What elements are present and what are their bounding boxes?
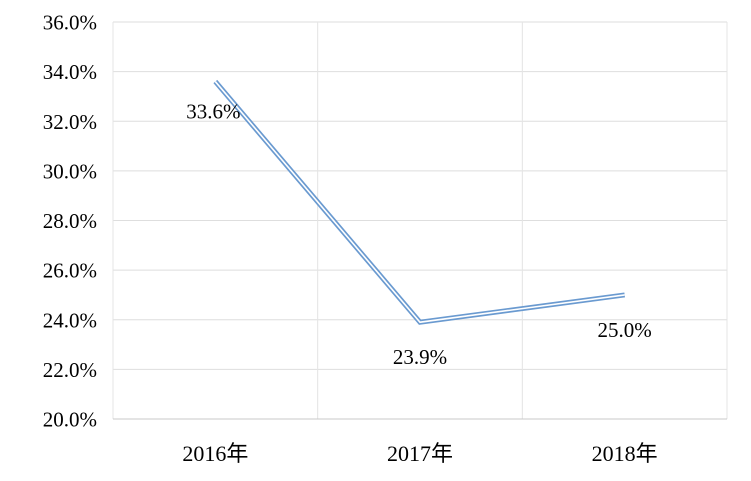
gridlines: [113, 21, 728, 419]
x-tick-label: 2017年: [387, 441, 453, 466]
y-tick-label: 30.0%: [43, 159, 97, 183]
x-tick-label: 2018年: [592, 441, 658, 466]
y-tick-label: 24.0%: [43, 308, 97, 332]
y-tick-label: 20.0%: [43, 408, 97, 432]
axis-lines: [112, 22, 727, 420]
data-label: 25.0%: [598, 318, 652, 342]
series-line-inner: [214, 81, 625, 324]
y-axis-tick-labels: 36.0% 34.0% 32.0% 30.0% 28.0% 26.0% 24.0% 22.0%…: [43, 11, 97, 432]
data-point-labels: 33.6% 23.9% 25.0%: [186, 100, 652, 370]
y-tick-label: 32.0%: [43, 110, 97, 134]
data-label: 23.9%: [393, 345, 447, 369]
y-tick-label: 36.0%: [43, 11, 97, 35]
y-tick-label: 34.0%: [43, 60, 97, 84]
x-axis-category-labels: 2016年 2017年 2018年: [182, 441, 657, 466]
x-tick-label: 2016年: [182, 441, 248, 466]
y-tick-label: 22.0%: [43, 358, 97, 382]
y-tick-label: 28.0%: [43, 209, 97, 233]
series-line-outer: [213, 79, 626, 325]
y-tick-label: 26.0%: [43, 259, 97, 283]
data-label: 33.6%: [186, 100, 240, 124]
series-line: [213, 79, 626, 325]
